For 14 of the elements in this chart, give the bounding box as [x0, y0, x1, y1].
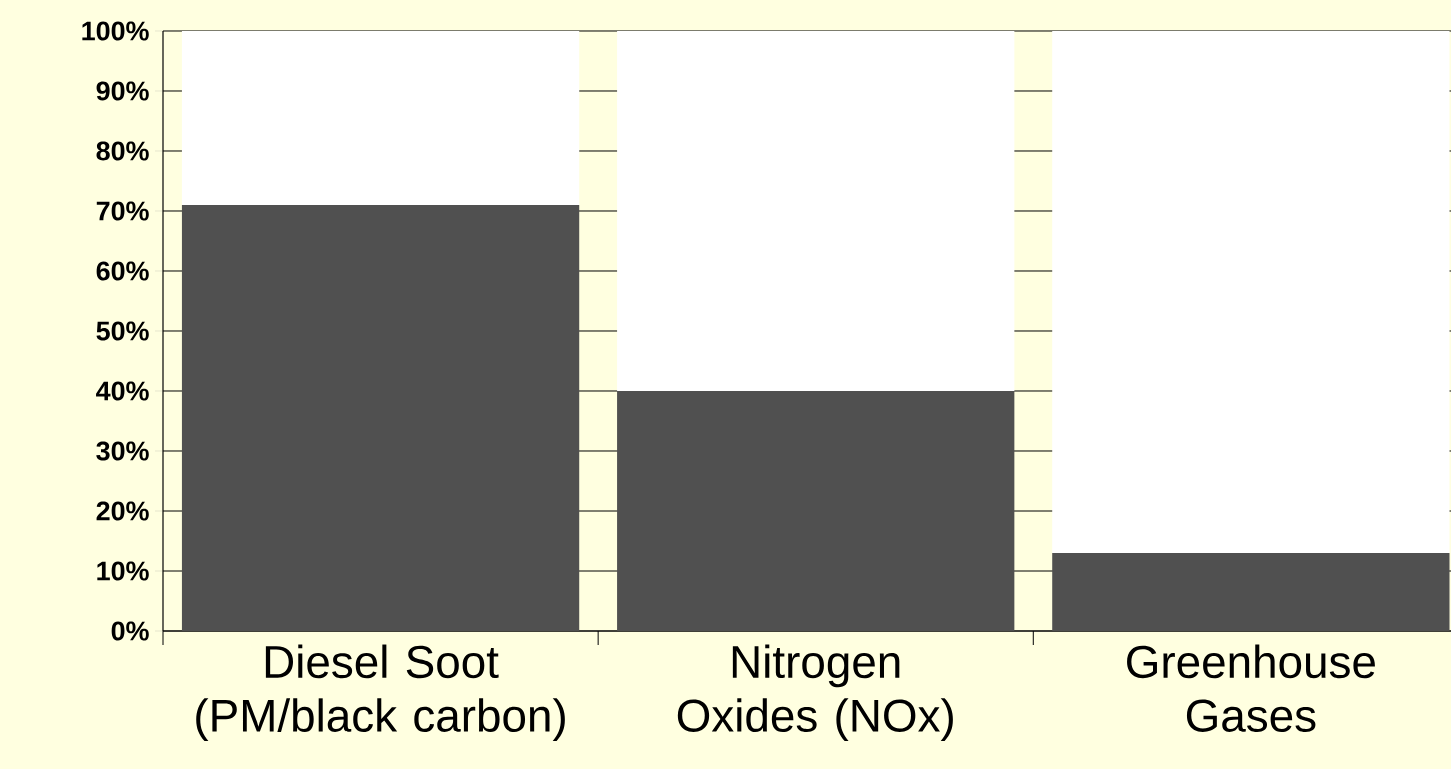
y-tick-label: 10%	[97, 561, 149, 581]
y-tick-label: 30%	[96, 441, 149, 461]
x-tick-label: Greenhouse Gases	[1127, 644, 1375, 732]
x-tick-label: Diesel Soot (PM/black carbon)	[196, 644, 565, 742]
y-tick-label: 40%	[96, 381, 149, 401]
y-tick-label: 90%	[96, 81, 149, 101]
y-tick-label: 100%	[82, 21, 149, 41]
y-tick-label: 0%	[111, 621, 149, 641]
y-tick-label: 80%	[96, 141, 149, 161]
x-tick-label: Nitrogen Oxides (NOx)	[677, 644, 953, 742]
y-tick-label: 60%	[96, 261, 149, 281]
y-tick-label: 50%	[96, 321, 149, 341]
y-tick-label: 20%	[96, 501, 149, 521]
y-tick-label: 70%	[96, 201, 149, 221]
